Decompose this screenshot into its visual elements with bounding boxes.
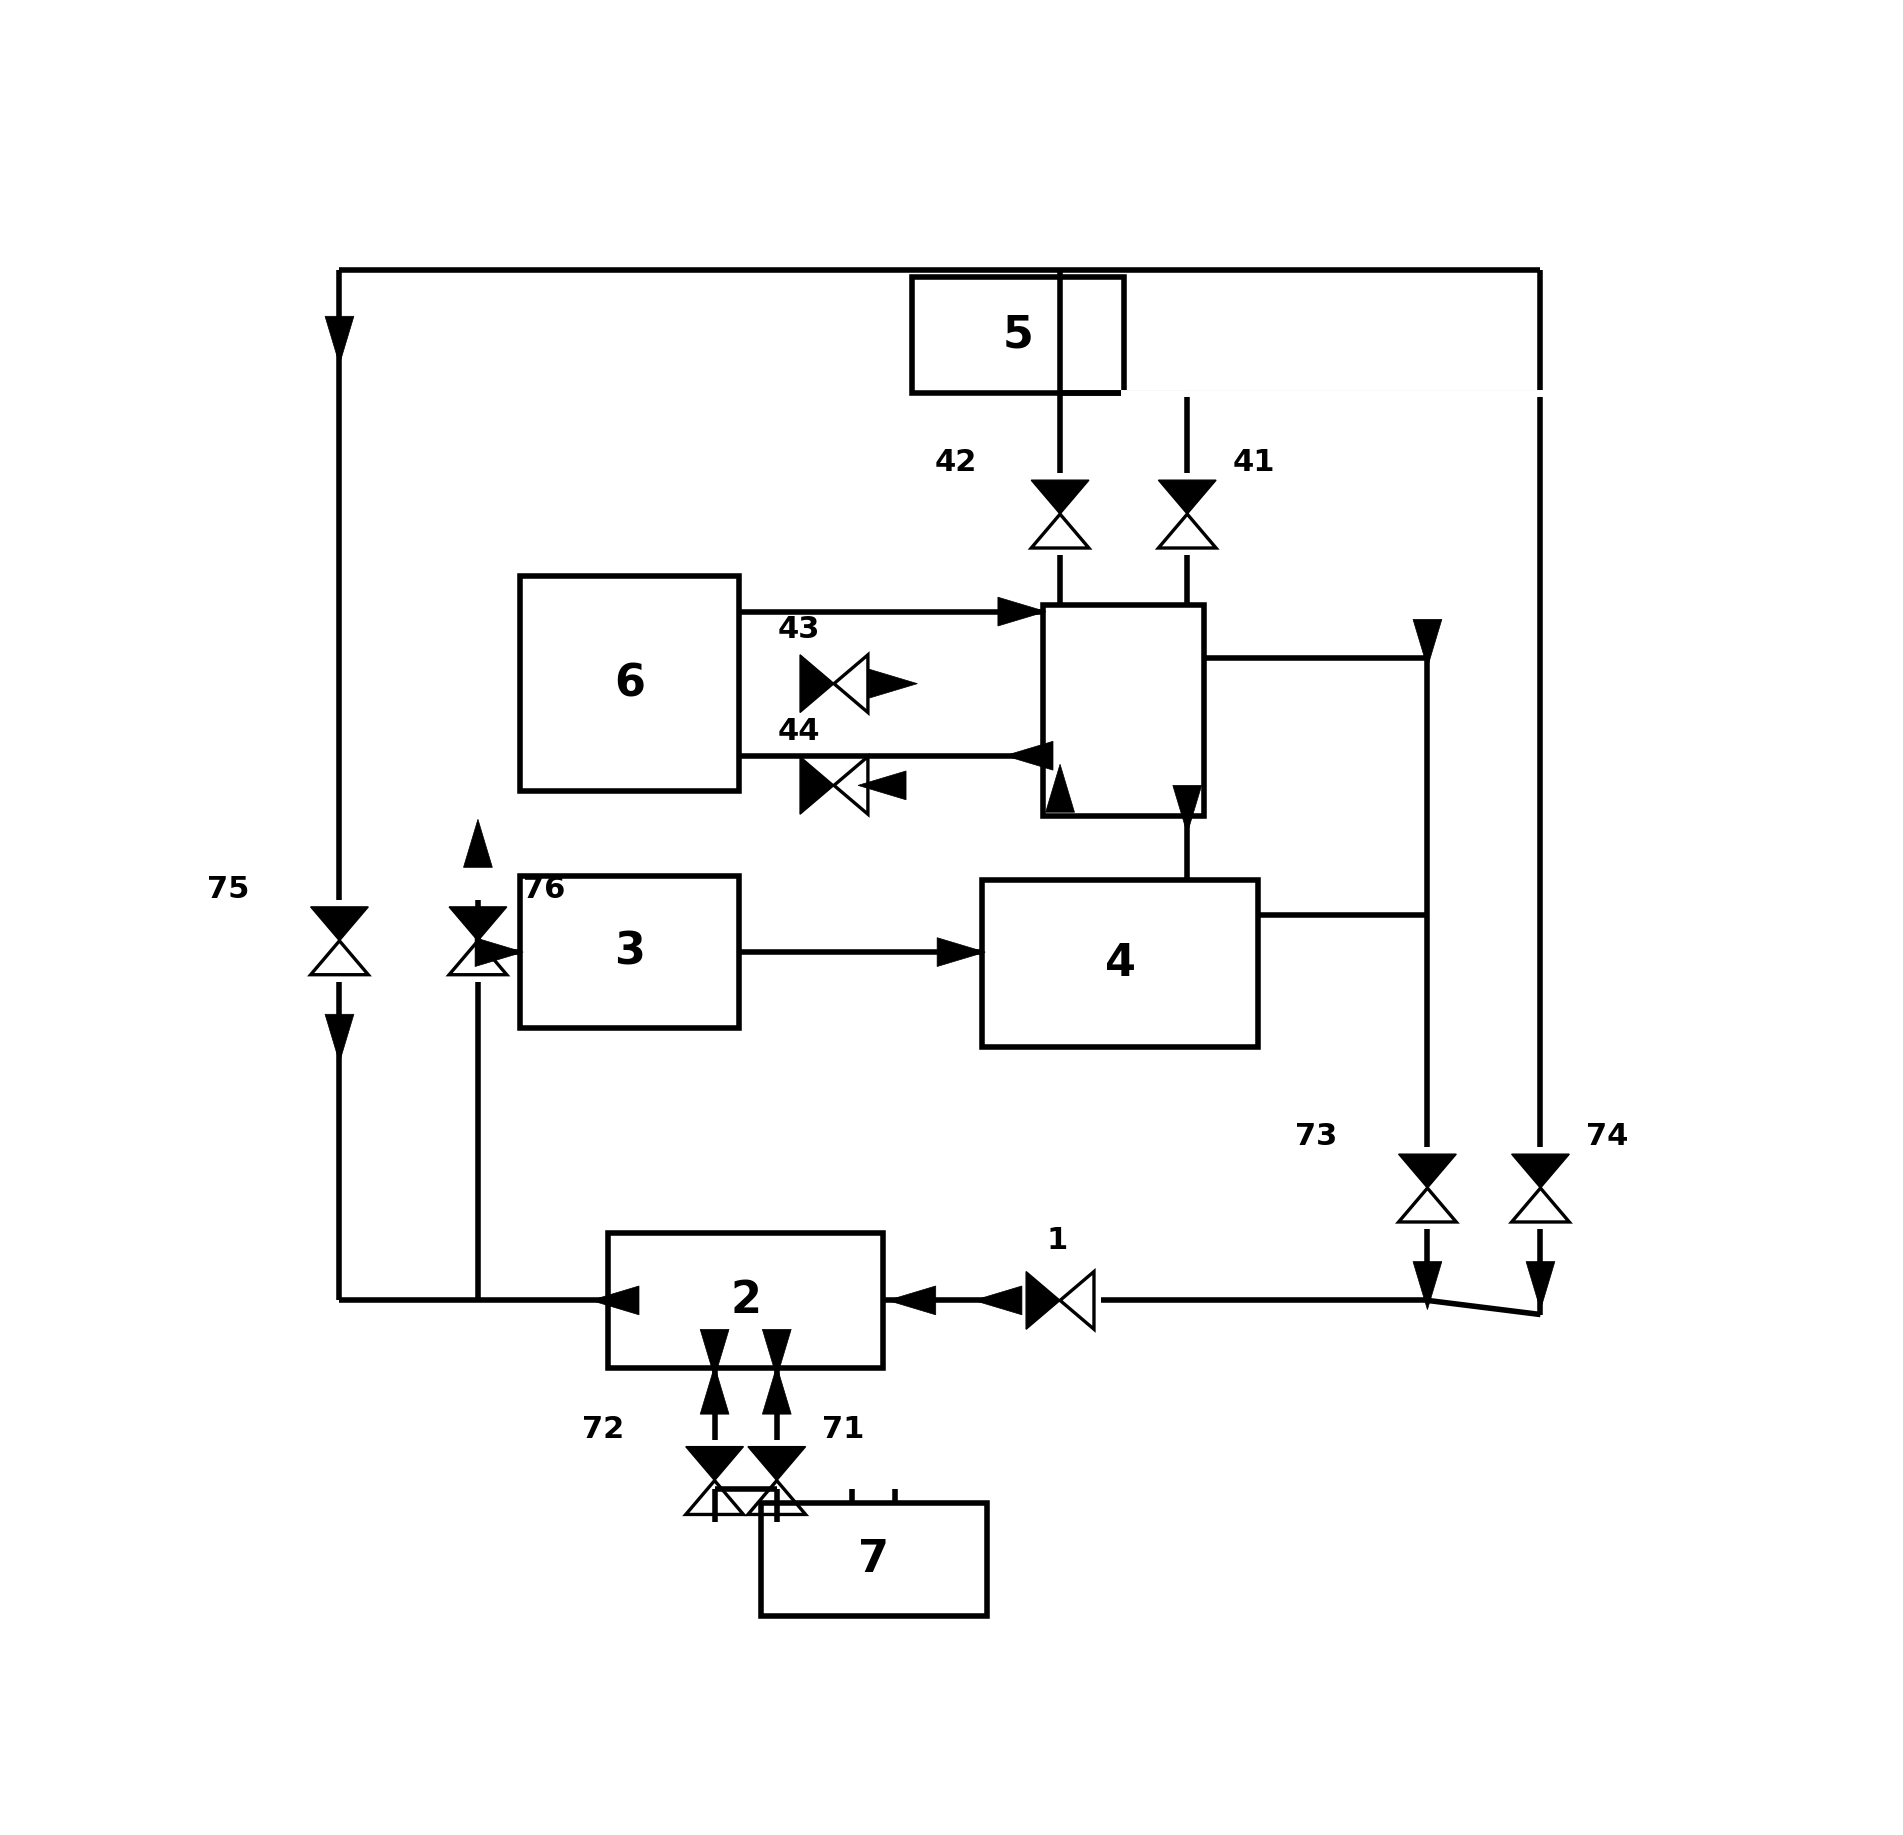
Polygon shape [700, 1365, 729, 1415]
Polygon shape [449, 906, 506, 941]
Polygon shape [887, 1286, 936, 1316]
Bar [761, 1503, 986, 1617]
Polygon shape [799, 756, 834, 815]
Text: 7: 7 [858, 1538, 889, 1582]
Text: 2: 2 [731, 1279, 761, 1321]
Text: 1: 1 [1047, 1226, 1068, 1255]
Polygon shape [1045, 763, 1075, 813]
Polygon shape [685, 1446, 744, 1481]
Polygon shape [1031, 481, 1089, 514]
Polygon shape [700, 1329, 729, 1378]
Polygon shape [1414, 1261, 1442, 1310]
Text: 75: 75 [207, 875, 249, 905]
Polygon shape [997, 596, 1047, 626]
Polygon shape [1414, 620, 1442, 668]
Bar [1043, 604, 1205, 817]
Polygon shape [476, 938, 523, 967]
Text: 5: 5 [1003, 314, 1033, 356]
Text: 42: 42 [934, 448, 976, 477]
Bar [982, 881, 1258, 1046]
Polygon shape [763, 1329, 792, 1378]
Polygon shape [870, 670, 917, 697]
Polygon shape [858, 771, 906, 800]
Bar [607, 1233, 883, 1367]
Text: 41: 41 [1233, 448, 1275, 477]
Polygon shape [1172, 785, 1201, 833]
Text: 72: 72 [582, 1415, 624, 1444]
Polygon shape [1159, 481, 1216, 514]
Polygon shape [464, 818, 493, 868]
Polygon shape [592, 1286, 639, 1316]
Text: 44: 44 [776, 717, 820, 745]
Polygon shape [325, 1015, 354, 1062]
Bar [520, 875, 740, 1028]
Polygon shape [325, 316, 354, 365]
Polygon shape [310, 906, 369, 941]
Bar [912, 277, 1123, 393]
Polygon shape [1511, 1154, 1570, 1187]
Text: 4: 4 [1104, 941, 1136, 985]
Polygon shape [763, 1365, 792, 1415]
Polygon shape [1005, 741, 1052, 771]
Text: 3: 3 [615, 930, 645, 974]
Polygon shape [1399, 1154, 1456, 1187]
Polygon shape [748, 1446, 805, 1481]
Text: 73: 73 [1294, 1123, 1338, 1151]
Polygon shape [1526, 1261, 1555, 1310]
Polygon shape [974, 1286, 1022, 1316]
Bar [520, 576, 740, 791]
Text: 43: 43 [778, 615, 820, 644]
Polygon shape [936, 938, 986, 967]
Text: 6: 6 [615, 662, 645, 705]
Text: 74: 74 [1585, 1123, 1629, 1151]
Text: 71: 71 [822, 1415, 864, 1444]
Text: 76: 76 [523, 875, 565, 905]
Polygon shape [799, 655, 834, 712]
Polygon shape [1026, 1272, 1060, 1329]
